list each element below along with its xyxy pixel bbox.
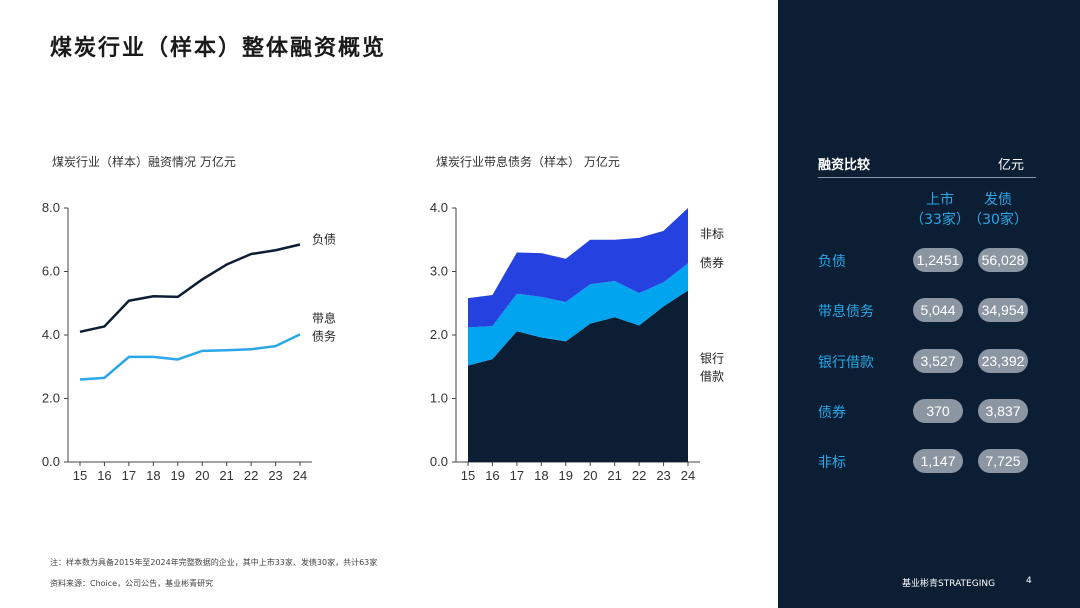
brand-label: 基业彬青STRATEGING xyxy=(902,579,996,589)
x-tick-label: 20 xyxy=(195,468,209,483)
value-pill: 1,147 xyxy=(913,449,963,473)
column-header-listed-text: 上市 （33家） xyxy=(910,192,970,228)
stacked-area-chart: 0.0 1.0 2.0 3.0 4.0 15 16 17 18 19 20 21 22 23 24 银行借款 债… xyxy=(430,200,724,483)
row-label-liabilities: 负债 xyxy=(818,254,846,270)
value-pill: 34,954 xyxy=(978,298,1028,322)
series-label: 带息 xyxy=(312,310,336,325)
value-pill: 5,044 xyxy=(913,298,963,322)
footnote: 注：样本数为具备2015年至2024年完整数据的企业，其中上市33家、发债30家… xyxy=(50,558,378,567)
value-pill: 370 xyxy=(913,399,963,423)
y-tick-label: 2.0 xyxy=(42,391,60,406)
series-label: 债务 xyxy=(312,328,336,343)
y-tick-label: 4.0 xyxy=(42,327,60,342)
series-label: 非标 xyxy=(700,227,724,241)
x-tick-label: 15 xyxy=(73,468,87,483)
area-series xyxy=(468,290,688,462)
x-tick-label: 23 xyxy=(656,468,670,483)
page-title: 煤炭行业（样本）整体融资概览 xyxy=(50,36,387,61)
comparison-panel: 融资比较 亿元 上市 （33家） 发债 （30家） 负债 1,2451 56,0… xyxy=(778,0,1080,608)
x-tick-label: 20 xyxy=(583,468,597,483)
x-tick-label: 18 xyxy=(146,468,160,483)
x-tick-label: 16 xyxy=(485,468,499,483)
area-chart-title: 煤炭行业带息债务（样本） 万亿元 xyxy=(436,155,620,169)
line-chart-title: 煤炭行业（样本）融资情况 万亿元 xyxy=(52,155,236,169)
x-tick-label: 15 xyxy=(461,468,475,483)
y-tick-label: 0.0 xyxy=(42,454,60,469)
x-tick-label: 17 xyxy=(122,468,136,483)
x-tick-label: 18 xyxy=(534,468,548,483)
panel-title: 融资比较 xyxy=(818,158,871,173)
y-tick-label: 1.0 xyxy=(430,391,448,406)
x-tick-label: 22 xyxy=(632,468,646,483)
value-pill: 3,837 xyxy=(978,399,1028,423)
panel-unit: 亿元 xyxy=(997,158,1024,173)
line-chart: 0.0 2.0 4.0 6.0 8.0 15 16 17 18 19 20 21 22 23 24 负债带息债… xyxy=(42,200,336,483)
row-label-bank-loans: 银行借款 xyxy=(818,355,874,371)
x-tick-label: 21 xyxy=(219,468,233,483)
y-tick-label: 0.0 xyxy=(430,454,448,469)
value-pill: 23,392 xyxy=(978,349,1028,373)
y-tick-label: 2.0 xyxy=(430,327,448,342)
series-line xyxy=(79,243,301,334)
x-tick-label: 24 xyxy=(293,468,307,483)
panel-header: 融资比较 亿元 xyxy=(818,154,1036,178)
y-tick-label: 6.0 xyxy=(42,264,60,279)
page-number: 4 xyxy=(1026,576,1032,586)
series-label: 负债 xyxy=(312,233,336,247)
column-header-bond-issuers-text: 发债 （30家） xyxy=(968,192,1028,228)
value-pill: 56,028 xyxy=(978,248,1028,272)
source-note: 资料来源：Choice，公司公告，基业彬青研究 xyxy=(50,579,214,588)
x-tick-label: 19 xyxy=(171,468,185,483)
row-label-interest-bearing-debt: 带息债务 xyxy=(818,304,874,320)
column-header-bond-issuers: 发债 （30家） xyxy=(963,190,1033,230)
row-label-non-standard: 非标 xyxy=(818,455,846,471)
row-label-bonds: 债券 xyxy=(818,405,846,421)
x-tick-label: 19 xyxy=(559,468,573,483)
x-tick-label: 21 xyxy=(607,468,621,483)
x-tick-label: 22 xyxy=(244,468,258,483)
series-label: 债券 xyxy=(700,255,724,270)
value-pill: 1,2451 xyxy=(913,248,963,272)
column-header-listed: 上市 （33家） xyxy=(905,190,975,230)
area-series xyxy=(468,263,688,366)
y-tick-label: 3.0 xyxy=(430,264,448,279)
series-label: 借款 xyxy=(700,369,724,383)
area-series xyxy=(468,208,688,328)
x-tick-label: 16 xyxy=(97,468,111,483)
value-pill: 3,527 xyxy=(913,349,963,373)
series-line xyxy=(79,333,301,381)
y-tick-label: 8.0 xyxy=(42,200,60,215)
x-tick-label: 23 xyxy=(268,468,282,483)
value-pill: 7,725 xyxy=(978,449,1028,473)
series-label: 银行 xyxy=(700,351,724,365)
x-tick-label: 17 xyxy=(510,468,524,483)
x-tick-label: 24 xyxy=(681,468,695,483)
y-tick-label: 4.0 xyxy=(430,200,448,215)
